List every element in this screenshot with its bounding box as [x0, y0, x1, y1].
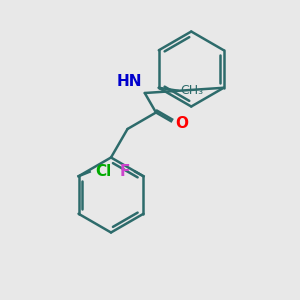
Text: O: O	[176, 116, 189, 130]
Text: Cl: Cl	[95, 164, 111, 179]
Text: F: F	[120, 164, 130, 179]
Text: HN: HN	[117, 74, 142, 89]
Text: CH₃: CH₃	[180, 84, 203, 97]
